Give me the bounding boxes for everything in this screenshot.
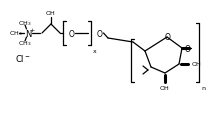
Text: O: O: [69, 29, 75, 38]
Text: x: x: [93, 49, 97, 54]
Text: O: O: [165, 32, 171, 41]
Text: CH$_3$: CH$_3$: [9, 29, 23, 38]
Text: O: O: [185, 44, 191, 53]
Text: CH$_3$: CH$_3$: [18, 19, 32, 28]
Text: +: +: [29, 28, 34, 33]
Text: OH: OH: [46, 10, 56, 15]
Text: O: O: [97, 29, 103, 38]
Text: Cl$^-$: Cl$^-$: [15, 52, 31, 63]
Text: CH$_3$: CH$_3$: [18, 39, 32, 48]
Text: n: n: [201, 85, 205, 90]
Text: OH: OH: [192, 62, 202, 67]
Text: N: N: [25, 29, 31, 38]
Text: OH: OH: [160, 85, 170, 90]
